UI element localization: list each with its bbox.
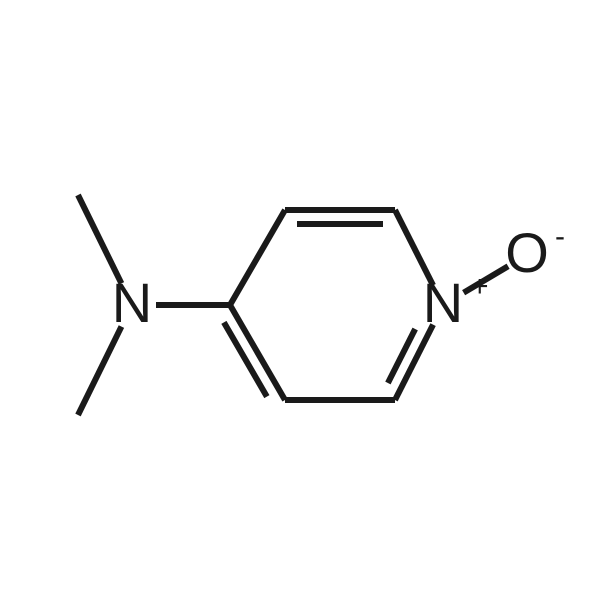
charge-N_ring: + — [471, 270, 489, 303]
molecule-diagram: NN+O- — [0, 0, 600, 600]
atom-N_amine: N — [112, 271, 152, 334]
atom-N_ring: N — [423, 271, 463, 334]
atom-O_oxide: O — [505, 221, 549, 284]
charge-O_oxide: - — [555, 220, 565, 253]
